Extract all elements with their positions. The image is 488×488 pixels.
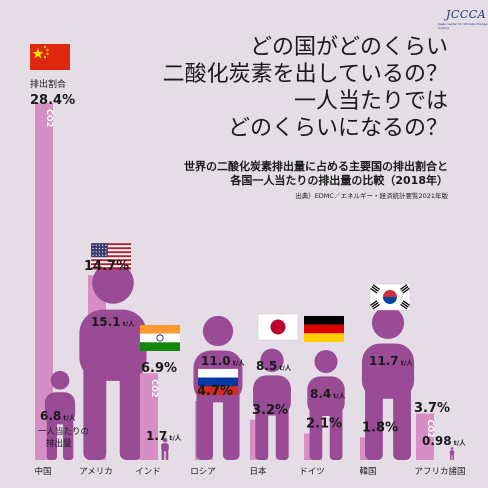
person-icon-4 [253,348,291,460]
per-capita-unit-3: t/人 [233,358,245,367]
title-line-4: どのくらいになるの？ [227,116,448,141]
source-note: 出典）EDMC／エネルギー・経済統計要覧2021年版 [295,192,448,200]
flag-japan-icon [257,313,299,341]
title-line-3: 一人当たりでは [293,89,448,114]
share-label-6: 1.8% [362,420,398,435]
per-capita-caption-2: 排出量 [46,438,72,449]
bar-co2-label-0: CO2 [45,109,54,127]
category-label-6: 韓国 [359,466,376,477]
category-label-4: 日本 [249,466,267,477]
category-label-3: ロシア [190,467,216,477]
share-label-2: 6.9% [141,361,177,376]
bar-share-0 [35,103,53,460]
per-capita-unit-6: t/人 [401,358,413,367]
bar-share-7 [416,413,434,460]
title-line-1: どの国がどのくらい [249,35,448,60]
category-label-7: アフリカ諸国 [414,466,465,477]
per-capita-label-6: 11.7 [369,354,399,368]
person-icon-5 [307,349,345,460]
per-capita-label-4: 8.5 [256,359,277,373]
bar-share-2 [140,373,158,460]
share-label-5: 2.1% [306,417,342,432]
subtitle-line-1: 世界の二酸化炭素排出量に占める主要国の排出割合と [184,160,448,173]
share-label-4: 3.2% [252,403,288,418]
share-caption: 排出割合 [30,78,66,90]
share-label-1: 14.7% [84,259,129,274]
flag-india-icon [140,325,180,351]
category-label-0: 中国 [34,466,51,477]
share-label-3: 4.7% [197,384,233,399]
per-capita-caption: 一人当たりの [38,426,89,437]
per-capita-label-0: 6.8 [40,409,61,423]
bar-co2-label-7: CO2 [426,419,435,437]
per-capita-unit-1: t/人 [123,319,135,328]
category-label-1: アメリカ [79,467,113,477]
per-capita-unit-0: t/人 [63,413,75,422]
title-line-2: 二酸化炭素を出しているの？ [162,62,448,87]
category-label-2: インド [135,467,161,477]
per-capita-label-7: 0.98 [422,434,452,448]
jccca-logo-subtitle: Japan Center for Climate Change Actions [438,22,488,30]
person-icon-0 [44,370,76,460]
flag-china-icon [30,44,70,70]
flag-korea-icon [369,283,411,311]
per-capita-label-1: 15.1 [91,315,121,329]
person-icon-1 [79,262,147,460]
flag-russia-icon [198,368,238,395]
flag-germany-icon [304,316,344,342]
subtitle-line-2: 各国一人当たりの排出量の比較（2018年） [230,174,448,187]
person-icon-2 [161,437,169,460]
per-capita-label-2: 1.7 [146,429,167,443]
category-label-5: ドイツ [299,467,325,477]
person-icon-6 [361,306,415,460]
per-capita-unit-2: t/人 [169,433,181,442]
per-capita-unit-7: t/人 [454,438,466,447]
share-label-7: 3.7% [414,401,450,416]
bar-co2-label-2: CO2 [150,379,159,397]
per-capita-unit-5: t/人 [333,391,345,400]
flag-usa-icon [91,243,131,270]
per-capita-label-3: 11.0 [201,354,231,368]
share-label-0: 28.4% [30,93,75,108]
jccca-logo: JCCCA [446,8,487,21]
per-capita-unit-4: t/人 [279,363,291,372]
person-icon-7 [449,447,455,460]
per-capita-label-5: 8.4 [310,387,331,401]
